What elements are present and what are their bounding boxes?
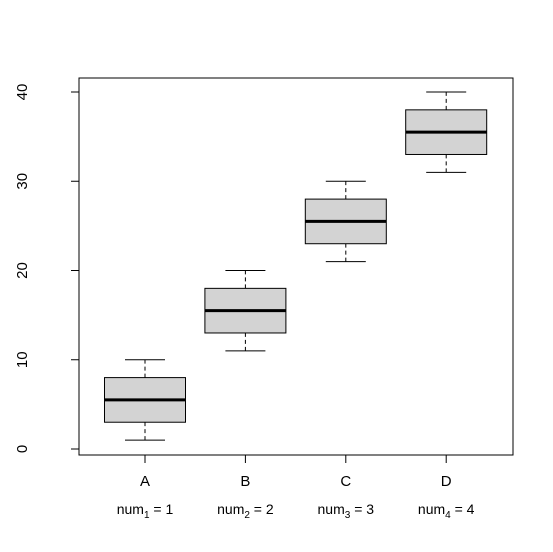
- y-tick-label: 30: [14, 173, 31, 190]
- x-tick-label: B: [240, 473, 250, 490]
- x-sublabel: num1 = 1: [117, 501, 174, 521]
- y-tick-label: 40: [14, 84, 31, 101]
- x-sublabel-subscript: 2: [244, 510, 250, 521]
- y-tick-label: 10: [14, 351, 31, 368]
- x-sublabel-base: num: [418, 501, 445, 517]
- x-sublabel-subscript: 3: [345, 510, 351, 521]
- box-B: [204, 270, 287, 352]
- x-sublabel-base: num: [318, 501, 345, 517]
- x-sublabel-rest: = 2: [250, 501, 274, 517]
- y-tick-label: 0: [14, 445, 31, 453]
- boxes: [104, 91, 488, 441]
- x-tick-label: D: [441, 473, 452, 490]
- x-sublabel: num3 = 3: [318, 501, 375, 521]
- x-sublabel-rest: = 3: [350, 501, 374, 517]
- x-tick-label: A: [140, 473, 150, 490]
- x-sublabel-rest: = 4: [451, 501, 475, 517]
- x-sublabel: num4 = 4: [418, 501, 475, 521]
- y-tick-label: 20: [14, 262, 31, 279]
- x-sublabel-base: num: [117, 501, 144, 517]
- y-axis: 0 10 20 30 40: [14, 84, 80, 453]
- box-D: [405, 91, 488, 173]
- x-sublabel: num2 = 2: [217, 501, 274, 521]
- x-sublabel-rest: = 1: [150, 501, 174, 517]
- x-sublabel-subscript: 4: [445, 510, 451, 521]
- x-tick-label: C: [340, 473, 351, 490]
- x-sublabel-subscript: 1: [144, 510, 150, 521]
- box-A: [104, 359, 186, 441]
- box-C: [304, 180, 387, 263]
- x-sublabel-base: num: [217, 501, 244, 517]
